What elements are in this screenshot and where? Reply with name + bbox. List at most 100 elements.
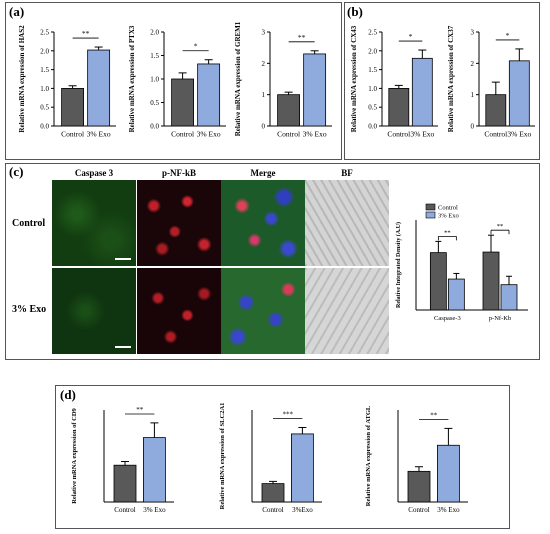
y-tick-label: 2	[471, 60, 475, 68]
significance-mark: *	[409, 32, 413, 41]
significance-mark: **	[497, 223, 504, 230]
panel-label-d: (d)	[60, 387, 76, 402]
category-label: 3% Exo	[507, 130, 531, 139]
y-tick-label: 1.5	[368, 66, 377, 74]
image-control-pnfkb	[137, 180, 221, 266]
category-label: Control	[61, 130, 84, 139]
image-exo-pnfkb	[137, 268, 221, 354]
chart-cx43: 0.0 0.5 1.0 1.5 2.0 2.5 Control 3% Exo * Relative…	[350, 25, 438, 139]
chart-ptx3: 0.0 0.5 1.0 1.5 2.0 Control 3% Exo * Relative mR…	[128, 25, 226, 139]
legend-swatch	[425, 211, 436, 219]
category-label: Control	[114, 506, 135, 514]
category-label: 3% Exo	[197, 130, 221, 139]
y-tick-label: 1.0	[150, 76, 159, 84]
category-label: 3% Exo	[87, 130, 111, 139]
y-tick-label: 1.5	[150, 52, 159, 60]
scale-bar-control	[115, 258, 131, 260]
category-label: Control	[387, 130, 410, 139]
significance-mark: *	[506, 31, 510, 40]
y-tick-label: 0.0	[150, 123, 159, 131]
col-head-pnfkb: p-NF-kB	[161, 168, 196, 178]
chart-has2: 0.0 0.5 1.0 1.5 2.0 2.5 Control 3% Exo ** Relativ…	[18, 25, 116, 139]
chart-atgl: Control 3% Exo ** Relative mRNA expression …	[365, 405, 468, 514]
significance-mark: **	[82, 29, 90, 38]
panel-a-frame	[5, 2, 342, 160]
image-exo-caspase3	[52, 268, 136, 354]
y-axis-label: Relative mRNA expression of HAS2	[18, 25, 26, 133]
col-head-merge: Merge	[250, 168, 276, 178]
legend-label: Control	[438, 205, 458, 212]
scale-bar-exo	[115, 346, 131, 348]
bar-exo	[303, 53, 327, 127]
image-control-merge	[221, 180, 305, 266]
y-axis-label: Relative mRNA expression of PTX3	[128, 25, 136, 132]
chart-cx37: 0 1 2 3 Control 3% Exo * Relative mRNA expressi…	[447, 25, 535, 139]
y-tick-label: 1	[471, 91, 475, 99]
col-head-caspase3: Caspase 3	[74, 168, 114, 178]
y-tick-label: 2.5	[368, 29, 377, 37]
panel-label-b: (b)	[347, 4, 363, 19]
y-tick-label: 0	[262, 123, 266, 131]
category-label: 3% Exo	[437, 506, 460, 514]
y-tick-label: 2.0	[40, 47, 49, 55]
y-tick-label: 0.5	[368, 104, 377, 112]
legend-swatch	[425, 203, 436, 211]
panel-label-a: (a)	[9, 4, 25, 19]
bar-exo	[291, 433, 314, 503]
y-tick-label: 2.0	[150, 29, 159, 37]
y-axis-label: Relative mRNA expression of GREM1	[234, 21, 242, 136]
chart-slc2a1: Control 3%Exo *** Relative mRNA expression …	[219, 403, 322, 514]
y-tick-label: 1.0	[368, 85, 377, 93]
y-axis-label: Relative mRNA expression of CX37	[447, 25, 455, 132]
image-exo-merge	[221, 268, 305, 354]
y-tick-label: 0.5	[150, 99, 159, 107]
row-head-exo: 3% Exo	[12, 304, 47, 315]
image-control-bf	[305, 180, 389, 266]
bar-control	[277, 94, 300, 127]
category-label: Control	[408, 506, 429, 514]
bar-exo	[447, 278, 465, 311]
bar-exo	[197, 63, 221, 127]
significance-mark: **	[136, 406, 144, 414]
y-tick-label: 1.0	[40, 85, 49, 93]
row-head-control: Control	[12, 218, 46, 229]
bar-exo	[437, 444, 460, 503]
y-axis-label: Relative mRNA expression of CD9	[71, 407, 78, 503]
chart-grem1: 0 1 2 3 Control 3% Exo ** Relative mRNA express…	[234, 21, 332, 139]
legend-label: 3% Exo	[438, 213, 459, 220]
category-label: p-Nf-Kb	[489, 315, 511, 322]
y-tick-label: 3	[471, 29, 475, 37]
y-axis-label: Relative mRNA expression of CX43	[350, 25, 358, 132]
panel-d-frame	[55, 385, 510, 529]
bar-exo	[143, 437, 166, 503]
y-tick-label: 0.5	[40, 104, 49, 112]
y-tick-label: 1.5	[40, 66, 49, 74]
panel-c-frame	[5, 163, 540, 360]
y-tick-label: 1	[262, 91, 266, 99]
image-exo-bf	[305, 268, 389, 354]
significance-mark: ***	[282, 410, 293, 418]
bar-control	[388, 88, 410, 127]
y-tick-label: 2	[262, 60, 266, 68]
category-label: 3% Exo	[143, 506, 166, 514]
chart-cd9: Control 3% Exo ** Relative mRNA expression …	[71, 406, 174, 514]
bar-control	[261, 483, 285, 503]
significance-mark: **	[430, 411, 438, 419]
y-axis-label: Relative mRNA expression of SLC2A1	[219, 403, 226, 510]
bar-control	[171, 78, 194, 127]
category-label: 3% Exo	[303, 130, 327, 139]
category-label: Control	[277, 130, 300, 139]
col-head-bf: BF	[341, 168, 353, 178]
bar-control	[113, 464, 137, 503]
bar-exo	[500, 284, 518, 311]
category-label: Control	[262, 506, 283, 514]
bar-exo	[411, 57, 433, 127]
bar-control	[61, 88, 84, 127]
category-label: Control	[171, 130, 194, 139]
significance-mark: **	[298, 33, 306, 42]
bar-control	[482, 251, 500, 311]
y-tick-label: 3	[262, 29, 266, 37]
category-label: 3%Exo	[292, 506, 313, 514]
category-label: Control	[484, 130, 507, 139]
